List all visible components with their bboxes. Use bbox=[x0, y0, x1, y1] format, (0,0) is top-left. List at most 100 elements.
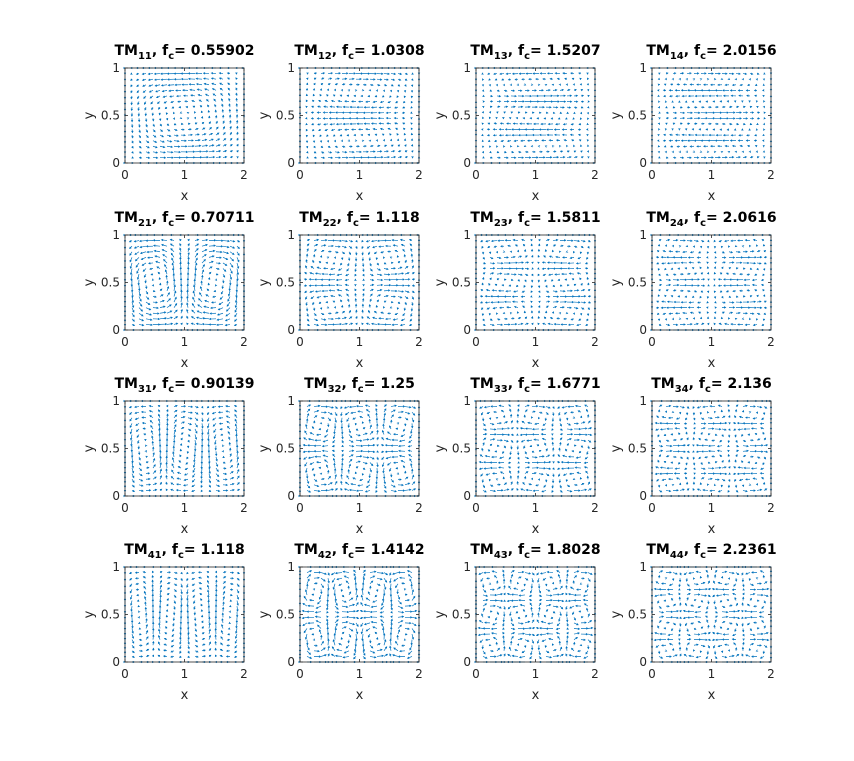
axes-background bbox=[125, 401, 244, 496]
x-tick-label: 1 bbox=[181, 667, 189, 681]
y-tick-label: 0 bbox=[639, 156, 647, 170]
x-tick-label: 1 bbox=[356, 501, 364, 515]
axes-background bbox=[476, 567, 595, 662]
y-axis-label: y bbox=[82, 610, 97, 618]
y-tick-label: 1 bbox=[287, 394, 295, 408]
title-part: , f bbox=[508, 210, 525, 226]
title-part: 14 bbox=[670, 51, 684, 62]
title-part: , f bbox=[508, 43, 525, 59]
title-part: = 1.0308 bbox=[354, 43, 425, 59]
quiver-arrow bbox=[489, 284, 491, 286]
x-tick-label: 0 bbox=[121, 335, 129, 349]
title-part: 34 bbox=[675, 384, 689, 395]
y-tick-label: 0 bbox=[287, 323, 295, 337]
y-tick-label: 0.5 bbox=[101, 109, 120, 123]
x-tick-label: 0 bbox=[472, 501, 480, 515]
title-part: TM bbox=[470, 43, 493, 59]
chart-title: TM42, fc= 1.4142 bbox=[294, 542, 424, 561]
title-part: = 1.118 bbox=[184, 542, 245, 558]
quiver-arrow bbox=[481, 308, 483, 310]
x-tick-label: 0 bbox=[472, 168, 480, 182]
title-part: TM bbox=[646, 43, 669, 59]
quiver-arrow bbox=[165, 107, 167, 109]
x-tick-label: 1 bbox=[356, 667, 364, 681]
chart-title: TM23, fc= 1.5811 bbox=[470, 210, 600, 229]
quiver-arrow bbox=[483, 257, 485, 259]
y-tick-label: 0 bbox=[639, 323, 647, 337]
quiver-arrow bbox=[488, 450, 490, 452]
title-part: TM bbox=[646, 210, 669, 226]
title-part: 11 bbox=[138, 51, 152, 62]
quiver-arrow bbox=[167, 124, 169, 126]
x-tick-label: 1 bbox=[708, 168, 716, 182]
quiver-arrow bbox=[481, 289, 483, 291]
y-tick-label: 0.5 bbox=[452, 109, 471, 123]
y-axis-label: y bbox=[609, 111, 624, 119]
chart-title: TM13, fc= 1.5207 bbox=[470, 43, 600, 62]
quiver-arrow bbox=[490, 278, 492, 280]
title-part: = 1.25 bbox=[364, 376, 415, 392]
quiver-arrow bbox=[586, 273, 588, 275]
title-part: 23 bbox=[494, 218, 508, 229]
y-axis-label: y bbox=[82, 111, 97, 119]
chart-title: TM12, fc= 1.0308 bbox=[294, 43, 424, 62]
axes-background bbox=[300, 68, 419, 163]
y-tick-label: 0.5 bbox=[276, 276, 295, 290]
quiver-arrow bbox=[579, 451, 581, 453]
title-part: = 0.90139 bbox=[174, 376, 254, 392]
x-tick-label: 0 bbox=[648, 335, 656, 349]
x-axis-label: x bbox=[181, 688, 189, 703]
y-axis-label: y bbox=[433, 111, 448, 119]
chart-title: TM31, fc= 0.90139 bbox=[114, 376, 254, 395]
axes-background bbox=[125, 68, 244, 163]
quiver-arrow bbox=[701, 291, 703, 293]
chart-title: TM11, fc= 0.55902 bbox=[114, 43, 254, 62]
quiver-arrow bbox=[356, 467, 358, 469]
axes-background bbox=[125, 567, 244, 662]
y-tick-label: 0.5 bbox=[628, 442, 647, 456]
y-axis-label: y bbox=[257, 278, 272, 286]
title-part: TM bbox=[651, 376, 674, 392]
chart-title: TM33, fc= 1.6771 bbox=[470, 376, 600, 395]
title-part: , f bbox=[684, 210, 701, 226]
x-tick-label: 0 bbox=[121, 667, 129, 681]
x-tick-label: 1 bbox=[532, 501, 540, 515]
x-tick-label: 1 bbox=[181, 335, 189, 349]
y-tick-label: 1 bbox=[112, 61, 120, 75]
title-part: , f bbox=[152, 210, 169, 226]
x-tick-label: 1 bbox=[181, 168, 189, 182]
y-tick-label: 1 bbox=[287, 61, 295, 75]
x-axis-label: x bbox=[356, 356, 364, 371]
quiver-arrow bbox=[319, 302, 321, 304]
x-tick-label: 0 bbox=[296, 501, 304, 515]
x-tick-label: 2 bbox=[240, 335, 248, 349]
x-tick-label: 1 bbox=[356, 168, 364, 182]
title-part: 13 bbox=[494, 51, 508, 62]
title-part: , f bbox=[152, 376, 169, 392]
title-part: 22 bbox=[323, 218, 337, 229]
quiver-arrow bbox=[581, 446, 583, 448]
y-axis-label: y bbox=[433, 444, 448, 452]
x-axis-label: x bbox=[532, 356, 540, 371]
x-axis-label: x bbox=[181, 356, 189, 371]
quiver-arrow bbox=[363, 428, 365, 430]
y-axis-label: y bbox=[257, 610, 272, 618]
y-tick-label: 1 bbox=[639, 394, 647, 408]
x-tick-label: 0 bbox=[296, 335, 304, 349]
quiver-arrow bbox=[200, 599, 202, 601]
x-tick-label: 0 bbox=[472, 335, 480, 349]
quiver-arrow bbox=[581, 284, 583, 286]
y-tick-label: 0.5 bbox=[276, 109, 295, 123]
axes-background bbox=[476, 401, 595, 496]
y-tick-label: 1 bbox=[463, 61, 471, 75]
quiver-arrow bbox=[321, 83, 323, 85]
title-part: = 0.55902 bbox=[174, 43, 254, 59]
x-axis-label: x bbox=[181, 189, 189, 204]
x-axis-label: x bbox=[532, 522, 540, 537]
title-part: = 0.70711 bbox=[174, 210, 254, 226]
y-axis-label: y bbox=[257, 444, 272, 452]
title-part: 41 bbox=[148, 550, 162, 561]
y-axis-label: y bbox=[82, 444, 97, 452]
title-part: TM bbox=[124, 542, 147, 558]
